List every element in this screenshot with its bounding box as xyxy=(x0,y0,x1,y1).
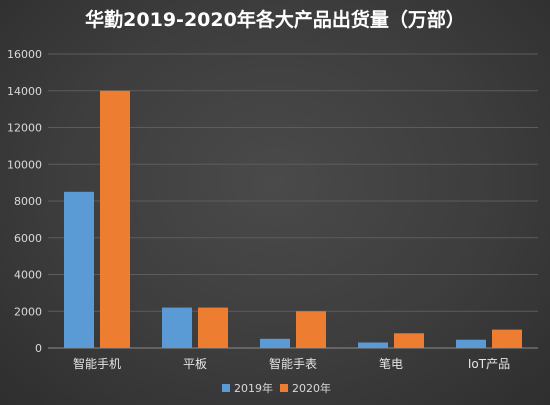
x-category-label: 智能手表 xyxy=(269,356,317,371)
y-tick-label: 14000 xyxy=(7,85,42,98)
y-tick-label: 16000 xyxy=(7,48,42,61)
y-axis-ticks: 0 2000 4000 6000 8000 10000 12000 14000 16000 xyxy=(7,48,42,355)
legend-swatch xyxy=(222,384,230,392)
y-tick-label: 2000 xyxy=(14,305,42,318)
y-tick-label: 4000 xyxy=(14,269,42,282)
y-tick-label: 10000 xyxy=(7,158,42,171)
legend-label: 2020年 xyxy=(292,381,331,395)
bars xyxy=(64,90,522,348)
bar-series2 xyxy=(296,311,326,348)
bar-series1 xyxy=(456,339,486,348)
bar-series2 xyxy=(100,90,130,348)
bar-series1 xyxy=(162,307,192,348)
legend-swatch xyxy=(280,384,288,392)
bar-series1 xyxy=(358,342,388,348)
x-category-label: 平板 xyxy=(183,357,207,371)
chart-title: 华勤2019-2020年各大产品出货量（万部） xyxy=(85,8,465,31)
y-tick-label: 12000 xyxy=(7,122,42,135)
y-tick-label: 6000 xyxy=(14,232,42,245)
x-category-label: 笔电 xyxy=(379,356,403,371)
x-axis-categories: 智能手机 平板 智能手表 笔电 IoT产品 xyxy=(73,356,510,371)
bar-series2 xyxy=(394,333,424,348)
bar-series1 xyxy=(260,338,290,348)
y-tick-label: 0 xyxy=(35,342,42,355)
bar-series1 xyxy=(64,191,94,348)
legend: 2019年 2020年 xyxy=(222,381,331,395)
x-category-label: IoT产品 xyxy=(468,357,510,371)
legend-label: 2019年 xyxy=(234,381,273,395)
y-tick-label: 8000 xyxy=(14,195,42,208)
bar-series2 xyxy=(492,329,522,348)
x-category-label: 智能手机 xyxy=(73,356,121,371)
bar-series2 xyxy=(198,307,228,348)
